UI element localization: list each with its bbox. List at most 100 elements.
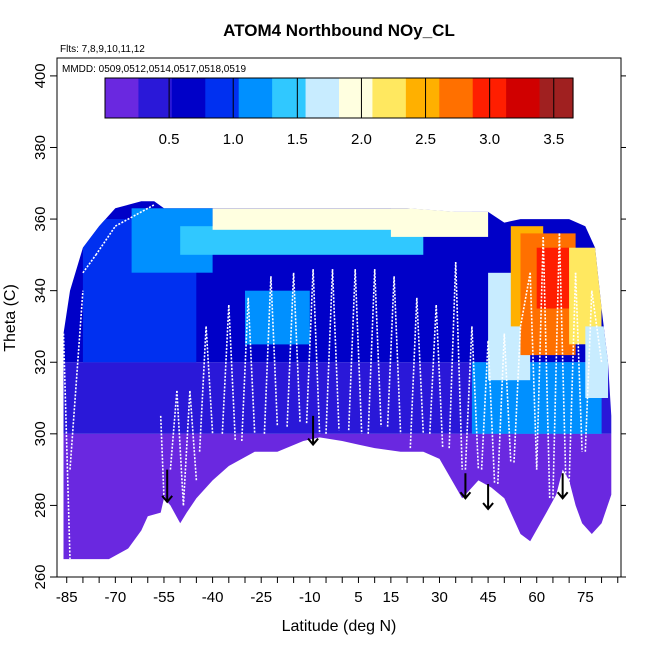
x-tick-label: 75 (577, 589, 594, 606)
flight-profile-segment-21 (312, 269, 321, 434)
y-tick-label: 320 (32, 350, 49, 375)
colorbar-swatch-1 (138, 78, 173, 118)
colorbar-frame (104, 77, 574, 119)
plot-area (62, 201, 612, 560)
heat-zone-15 (585, 326, 608, 398)
x-tick-label: 5 (354, 589, 362, 606)
arrow-marker-1 (307, 415, 319, 447)
heat-zone-8 (245, 290, 310, 345)
x-tick-label: -70 (105, 589, 127, 606)
flight-profile-segment-40 (497, 333, 506, 484)
flight-profile-segment-42 (513, 326, 522, 463)
flight-profile-segment-11 (205, 326, 214, 434)
flight-profile-segment-34 (448, 261, 457, 449)
colorbar-tick-label: 1.0 (223, 131, 244, 148)
x-tick-label: -55 (153, 589, 175, 606)
flight-profile-segment-3 (95, 225, 116, 256)
y-tick-label: 380 (32, 135, 49, 160)
x-tick-label: 30 (431, 589, 448, 606)
flight-profile-segment-47 (552, 233, 561, 499)
flight-profile-segment-20 (305, 269, 314, 424)
x-tick-label: 15 (383, 589, 400, 606)
flight-profile-segment-6 (169, 390, 178, 470)
profile-layer (62, 204, 603, 560)
flight-profile-segment-2 (82, 254, 97, 274)
colorbar-swatch-3 (205, 78, 240, 118)
x-tick-label: 45 (480, 589, 497, 606)
y-tick-label: 260 (32, 564, 49, 589)
y-tick-label: 360 (32, 207, 49, 232)
flight-profile-segment-51 (584, 290, 593, 452)
colorbar-tick-label: 3.5 (543, 131, 564, 148)
flight-profile-segment-7 (176, 390, 185, 506)
heatmap-layer (63, 201, 612, 560)
colorbar-swatch-9 (405, 78, 440, 118)
flight-profile-segment-18 (286, 272, 295, 427)
colorbar: 0.5 1.0 1.5 2.0 2.5 3.0 3.5 (104, 77, 574, 148)
chart-title: ATOM4 Northbound NOy_CL (223, 21, 455, 40)
x-tick-label: -40 (202, 589, 224, 606)
y-tick-label: 280 (32, 493, 49, 518)
flight-profile-segment-23 (331, 269, 340, 431)
heat-zone-7 (390, 208, 489, 237)
flight-profile-segment-19 (292, 272, 301, 424)
flight-profile-segment-0 (62, 333, 71, 560)
flight-profile-segment-26 (367, 269, 376, 434)
flight-profile-segment-22 (325, 269, 334, 434)
plot-frame (56, 57, 622, 578)
flight-profile-segment-35 (454, 261, 463, 470)
colorbar-swatch-12 (506, 78, 541, 118)
x-tick-label: -10 (299, 589, 321, 606)
flight-profile-segment-12 (221, 304, 230, 434)
flight-profile-segment-32 (429, 304, 437, 434)
y-tick-label: 400 (32, 63, 49, 88)
heat-zone-13 (536, 247, 570, 309)
flight-profile-segment-37 (471, 326, 480, 470)
colorbar-tick-label: 0.5 (159, 131, 180, 148)
flight-profile-segment-4 (114, 204, 155, 227)
flight-profile-segment-24 (347, 269, 356, 431)
flight-profile-segment-16 (263, 276, 272, 434)
flight-profile-segment-46 (542, 236, 551, 499)
flight-profile-segment-38 (480, 340, 489, 470)
flight-profile-segment-28 (386, 276, 395, 427)
flight-profile-segment-33 (435, 304, 444, 449)
flight-profile-segment-9 (189, 390, 198, 481)
x-axis: -85 -70 -55 -40 -25 -10 5 15 30 45 60 75 (56, 577, 619, 606)
y-tick-label: 340 (32, 278, 49, 303)
flight-profile-segment-44 (529, 272, 538, 470)
flight-profile-segment-39 (487, 340, 496, 484)
flight-profile-segment-25 (354, 269, 363, 434)
flight-profile-segment-15 (247, 297, 256, 434)
flight-profile-segment-1 (69, 290, 84, 470)
flight-profile-segment-30 (409, 297, 418, 449)
colorbar-tick-label: 2.5 (415, 131, 436, 148)
arrow-marker-0 (161, 469, 173, 504)
y-tick-label: 300 (32, 421, 49, 446)
arrow-marker-3 (482, 483, 494, 511)
flight-profile-segment-50 (574, 272, 583, 452)
colorbar-swatch-0 (105, 78, 140, 118)
colorbar-swatch-10 (439, 78, 474, 118)
arrow-marker-4 (556, 473, 569, 500)
colorbar-swatch-4 (238, 78, 273, 118)
flights-note: Flts: 7,8,9,10,11,12 (60, 44, 145, 55)
flight-profile-segment-52 (591, 290, 603, 363)
colorbar-swatch-2 (171, 78, 206, 118)
flight-profile-segment-49 (568, 272, 577, 484)
heat-zone-5 (180, 226, 424, 255)
flight-profile-segment-31 (416, 297, 425, 434)
flight-profile-segment-14 (241, 297, 249, 442)
colorbar-tick-label: 1.5 (287, 131, 308, 148)
x-tick-label: 60 (528, 589, 545, 606)
flight-profile-segment-8 (182, 390, 191, 506)
colorbar-tick-label: 3.0 (479, 131, 500, 148)
x-axis-label: Latitude (deg N) (282, 618, 397, 635)
x-tick-label: -85 (56, 589, 78, 606)
colorbar-swatch-5 (272, 78, 307, 118)
flight-profile-segment-45 (535, 236, 544, 470)
flight-profile-segment-41 (503, 333, 512, 463)
flight-profile-segment-13 (228, 304, 237, 442)
flight-profile-segment-17 (270, 276, 279, 427)
